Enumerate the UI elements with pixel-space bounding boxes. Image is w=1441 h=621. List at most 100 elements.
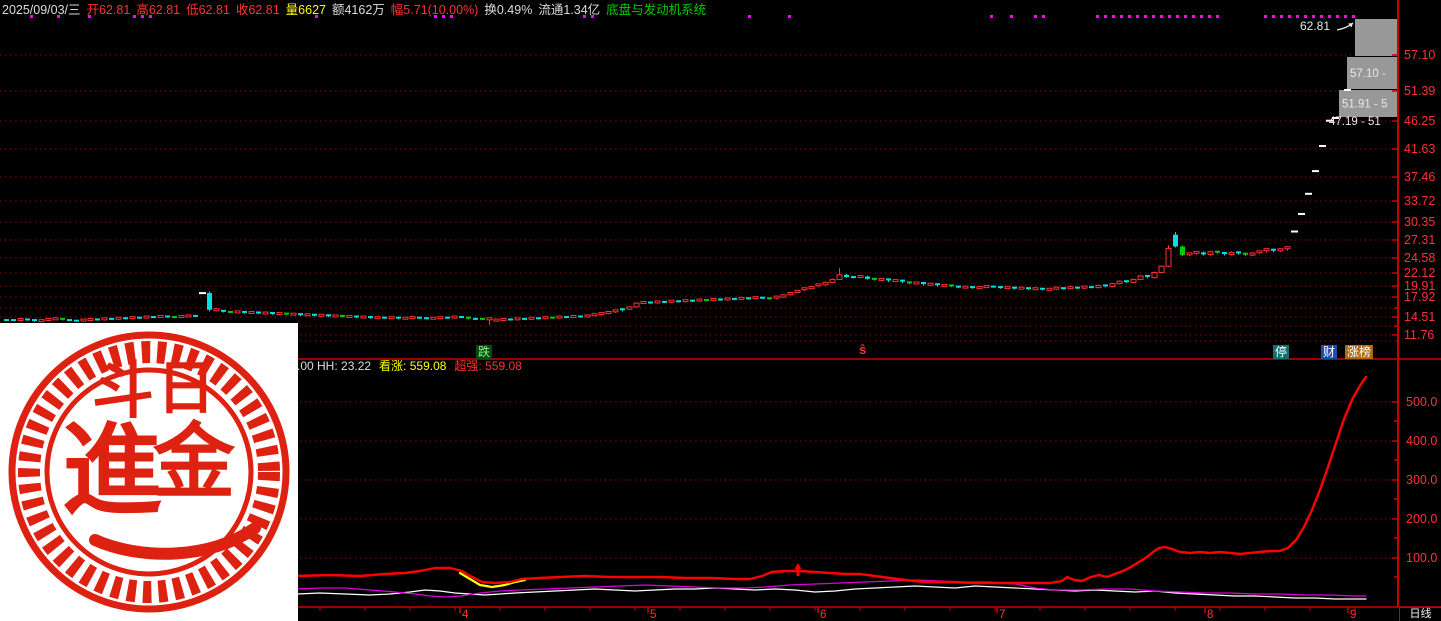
candle: [52, 317, 59, 321]
period-selector[interactable]: 日线: [1399, 607, 1441, 621]
quote-field: 底盘与发动机系统: [606, 3, 707, 17]
candle: [256, 311, 261, 315]
candle: [60, 317, 65, 321]
candle: [578, 315, 583, 318]
stamp-character: 進: [62, 415, 162, 527]
signal-s-marker: ŝ: [859, 342, 867, 357]
indicator-value: 看涨: 559.08: [379, 359, 447, 373]
candle: [1256, 250, 1263, 255]
candle: [1284, 246, 1291, 251]
candle: [662, 300, 667, 304]
candle: [11, 319, 16, 322]
month-axis-label: 9: [1350, 609, 1356, 621]
candle: [382, 316, 387, 319]
badge-zhangbang[interactable]: 涨榜: [1345, 345, 1374, 359]
candle: [865, 275, 870, 280]
candle: [1026, 287, 1031, 290]
candle: [1151, 271, 1158, 279]
candle: [80, 318, 87, 322]
candle: [836, 268, 843, 281]
candle: [290, 312, 297, 316]
quote-field: 低62.81: [186, 3, 230, 17]
candle: [213, 308, 220, 312]
buy-arrow-icon: [794, 563, 802, 576]
candle: [172, 316, 177, 319]
candle: [640, 301, 647, 305]
svg-text:57.10 -: 57.10 -: [1350, 68, 1386, 80]
candle: [605, 310, 612, 315]
quote-field: 开62.81: [86, 3, 131, 17]
candle: [522, 317, 527, 320]
badge-ting[interactable]: 停: [1273, 345, 1290, 359]
stamp-character: 日: [157, 356, 215, 421]
candle: [801, 287, 808, 291]
candle: [949, 284, 954, 288]
price-axis-label: 14.51: [1404, 310, 1435, 324]
candle: [1201, 251, 1206, 256]
badge-cai[interactable]: 财: [1321, 345, 1338, 359]
candle: [886, 278, 891, 282]
candle: [780, 294, 787, 298]
candle: [248, 310, 255, 314]
price-axis-label: 46.25: [1404, 114, 1435, 128]
candle: [396, 316, 401, 320]
candle: [787, 291, 794, 296]
candle: [1298, 212, 1305, 215]
indicator-axis-label: 500.0: [1406, 395, 1437, 409]
candle: [682, 299, 689, 303]
candle: [528, 316, 535, 320]
candle: [262, 311, 269, 315]
indicator-value: 超强: 559.08: [454, 359, 522, 373]
candle: [207, 291, 212, 312]
candle: [654, 300, 661, 304]
candle: [1116, 280, 1123, 285]
price-axis-label: 24.58: [1404, 251, 1435, 265]
candle: [591, 313, 598, 317]
candle: [1103, 284, 1108, 288]
candlestick-series: [4, 119, 1333, 326]
candle: [760, 296, 765, 299]
candle: [710, 297, 717, 302]
month-axis-label: 6: [820, 609, 826, 621]
candle: [598, 312, 605, 316]
candle: [437, 316, 444, 320]
price-axis-label: 41.63: [1404, 142, 1435, 156]
candle: [976, 286, 983, 290]
candle: [38, 319, 45, 323]
candle: [486, 317, 493, 326]
stamp-character: 斗: [92, 357, 154, 426]
quote-field: 量6627: [285, 3, 326, 17]
candle: [87, 317, 94, 321]
candle: [907, 281, 912, 285]
candle: [1291, 230, 1298, 233]
price-axis-label: 33.72: [1404, 194, 1435, 208]
candle: [157, 314, 164, 319]
candle: [45, 317, 52, 322]
candle: [1173, 232, 1178, 248]
red-seal-stamp-image: 斗日進金: [0, 323, 298, 621]
price-axis-label: 17.92: [1404, 290, 1435, 304]
candle: [115, 316, 122, 320]
candle: [1004, 286, 1011, 290]
candle: [1305, 192, 1312, 195]
candle: [612, 309, 619, 314]
candle: [1236, 251, 1241, 255]
candle: [32, 319, 37, 322]
candle: [417, 316, 422, 319]
candle: [620, 308, 625, 312]
candle: [332, 314, 339, 318]
candle: [690, 299, 695, 302]
candle: [326, 314, 331, 317]
candle: [473, 317, 478, 320]
candle: [199, 292, 206, 295]
candle: [409, 316, 416, 320]
candle: [1263, 248, 1270, 253]
candle: [900, 279, 905, 284]
candle: [724, 297, 731, 301]
indicator-curves: [295, 375, 1368, 600]
candle: [67, 319, 72, 322]
badge-die: 跌: [476, 345, 493, 359]
candle: [109, 317, 114, 320]
candle: [374, 316, 381, 320]
